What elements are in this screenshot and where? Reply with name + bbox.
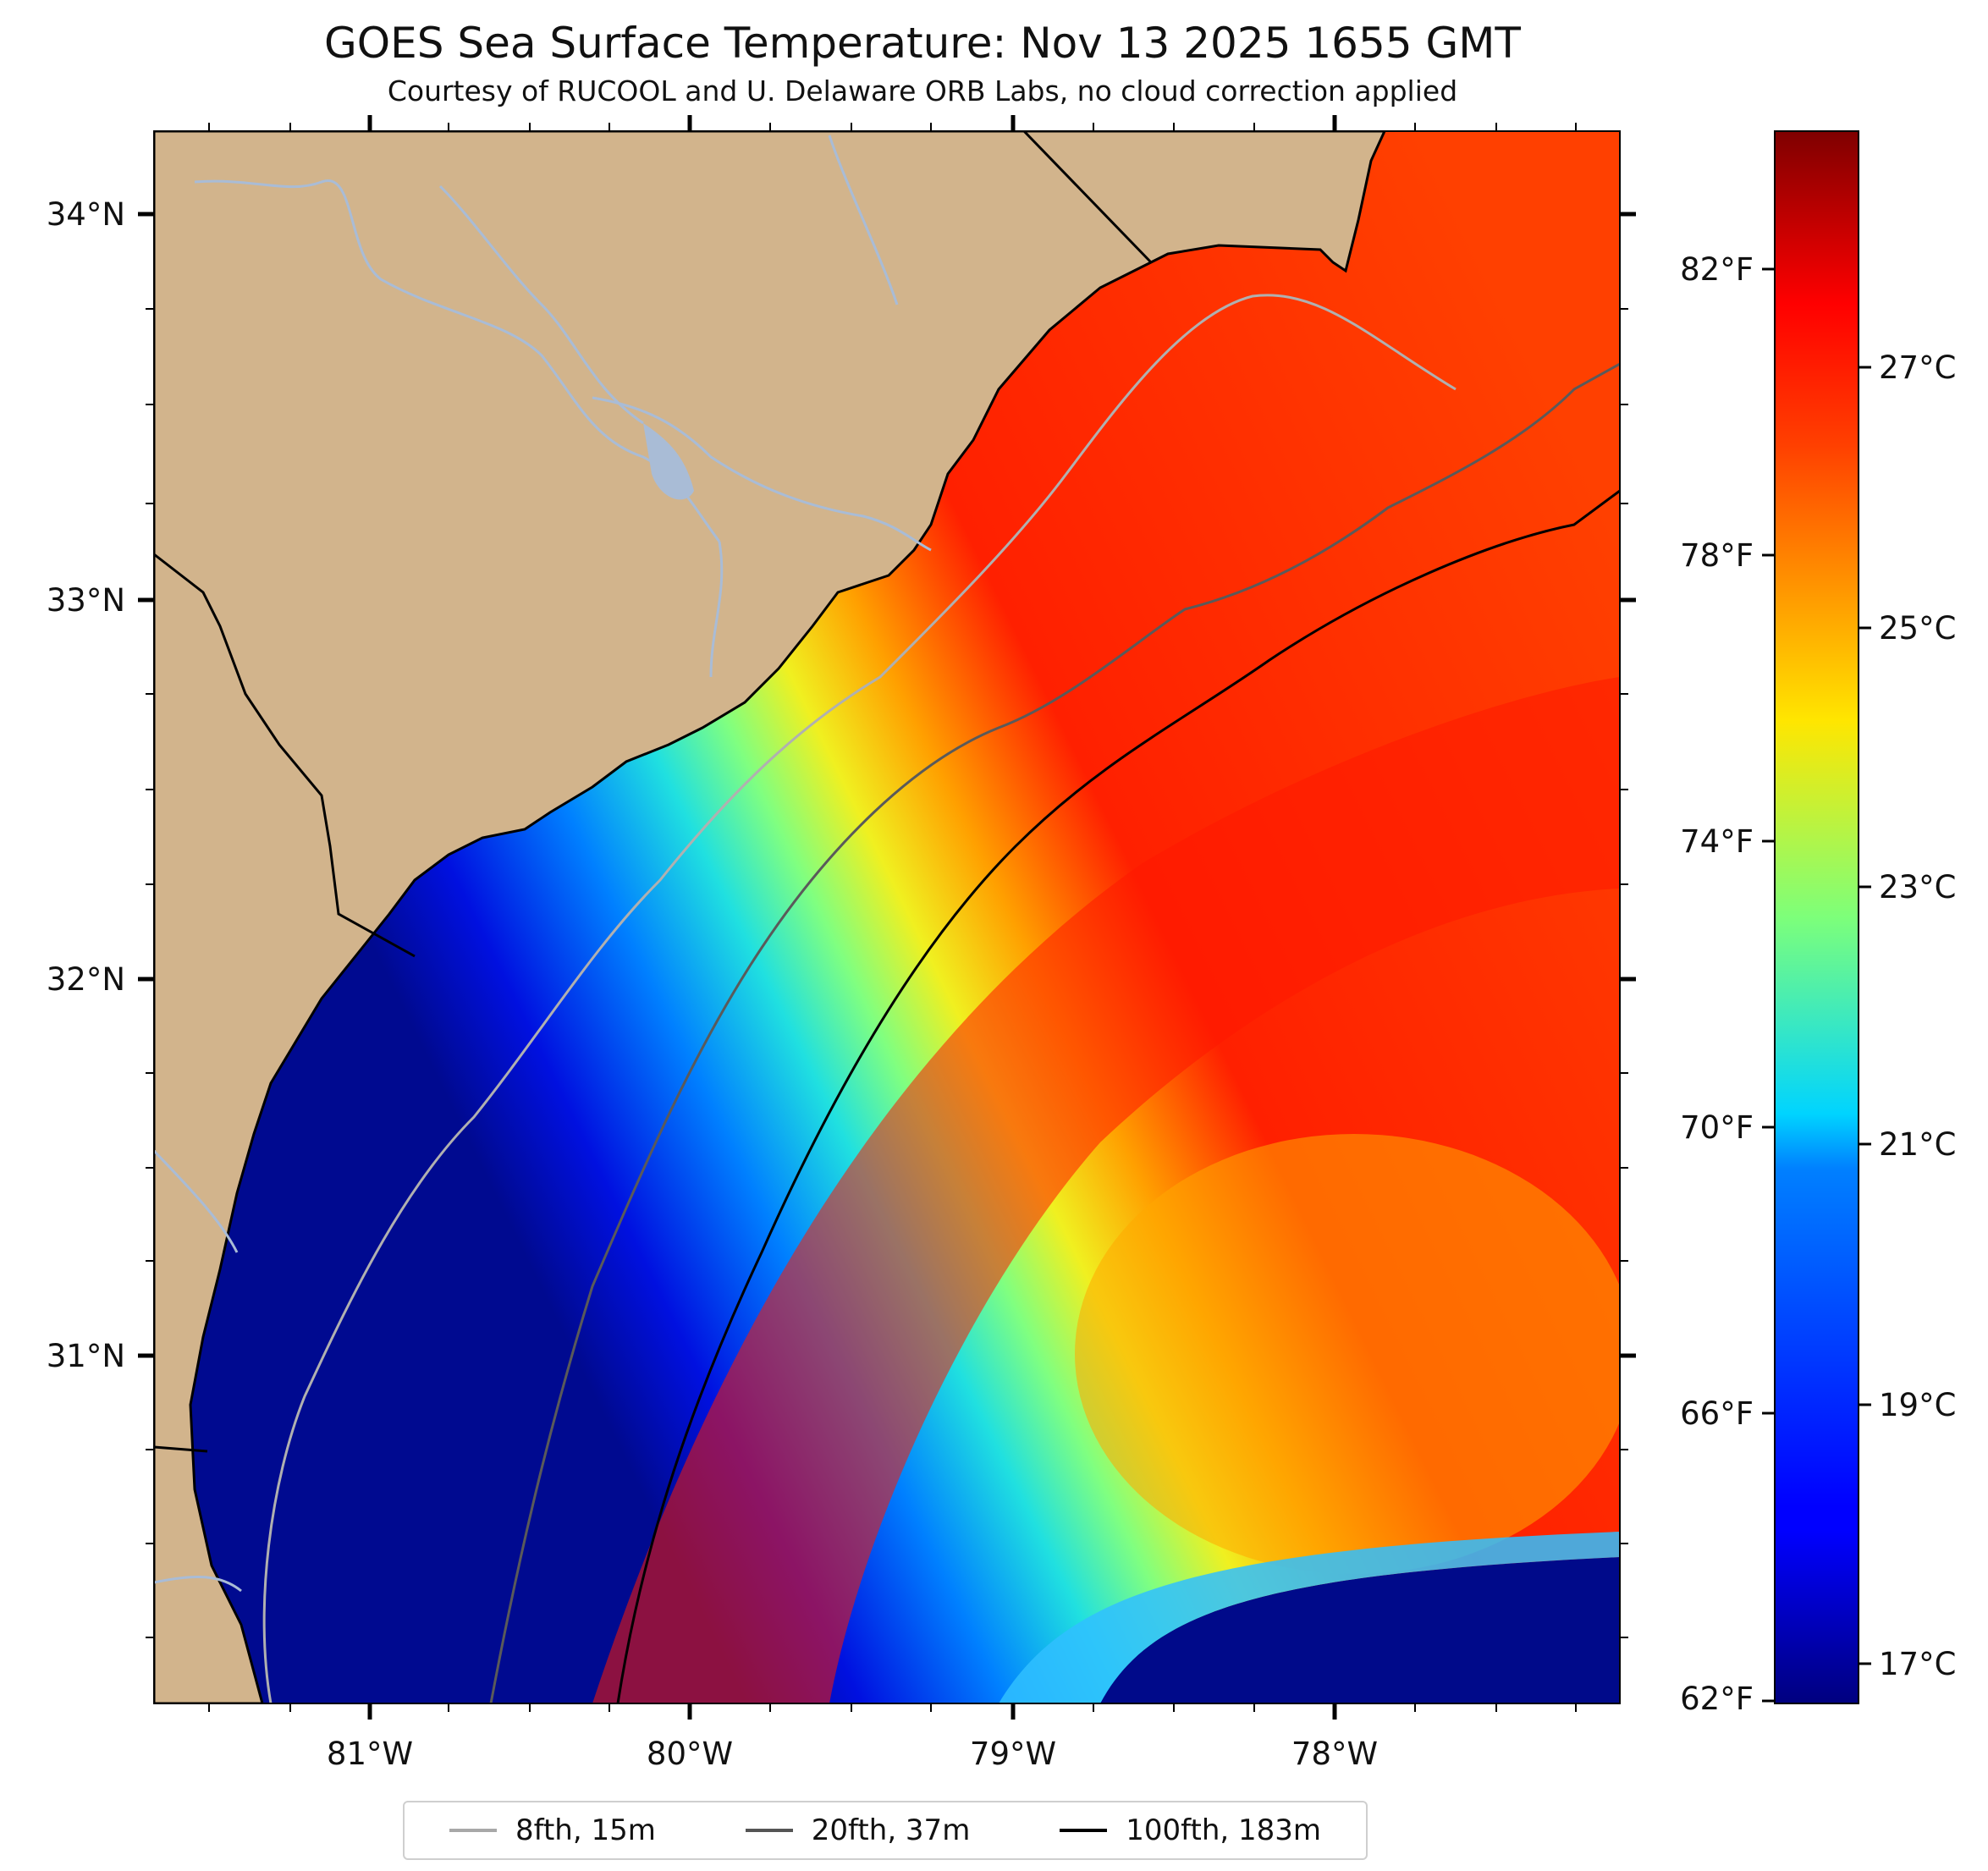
map-frame bbox=[153, 130, 1621, 1704]
legend-label: 20fth, 37m bbox=[811, 1813, 971, 1847]
colorbar-f-label: 66°F bbox=[1680, 1395, 1754, 1432]
warm-eddy bbox=[1075, 1134, 1620, 1574]
legend-line-icon bbox=[1060, 1829, 1108, 1832]
isobath-8fth bbox=[262, 294, 1457, 1703]
lat-label: 33°N bbox=[47, 582, 125, 619]
lat-label: 34°N bbox=[47, 196, 125, 233]
lon-label: 80°W bbox=[647, 1736, 733, 1772]
colorbar-c-label: 19°C bbox=[1879, 1387, 1956, 1423]
isobath-legend: 8fth, 15m 20fth, 37m 100fth, 183m bbox=[403, 1801, 1368, 1860]
rivers bbox=[154, 135, 932, 1593]
cloud-mask bbox=[1100, 1557, 1620, 1703]
legend-label: 100fth, 183m bbox=[1126, 1813, 1322, 1847]
legend-item-100fth: 100fth, 183m bbox=[1060, 1813, 1321, 1847]
colorbar-ticks bbox=[1762, 267, 1871, 1703]
colorbar-f-label: 74°F bbox=[1680, 823, 1754, 860]
lon-label: 81°W bbox=[327, 1736, 413, 1772]
colorbar-c-label: 27°C bbox=[1879, 349, 1956, 386]
colorbar-f-label: 70°F bbox=[1680, 1109, 1754, 1146]
lake bbox=[643, 423, 694, 500]
legend-item-8fth: 8fth, 15m bbox=[449, 1813, 656, 1847]
lon-label: 78°W bbox=[1291, 1736, 1378, 1772]
isobath-100fth bbox=[616, 489, 1620, 1703]
isobath-20fth bbox=[489, 362, 1620, 1703]
colorbar bbox=[1774, 130, 1859, 1704]
chart-title: GOES Sea Surface Temperature: Nov 13 202… bbox=[324, 19, 1521, 68]
cloud-edge bbox=[999, 1532, 1620, 1703]
colorbar-f-label: 78°F bbox=[1680, 537, 1754, 574]
chart-subtitle: Courtesy of RUCOOL and U. Delaware ORB L… bbox=[387, 74, 1458, 107]
lon-label: 79°W bbox=[970, 1736, 1056, 1772]
legend-line-icon bbox=[449, 1829, 497, 1832]
colorbar-c-label: 23°C bbox=[1879, 869, 1956, 905]
colorbar-f-label: 62°F bbox=[1680, 1681, 1754, 1717]
legend-item-20fth: 20fth, 37m bbox=[745, 1813, 971, 1847]
legend-label: 8fth, 15m bbox=[515, 1813, 656, 1847]
legend-line-icon bbox=[745, 1829, 793, 1832]
lat-label: 32°N bbox=[47, 961, 125, 998]
state-borders bbox=[154, 131, 1153, 1453]
gulf-stream-core bbox=[592, 677, 1620, 1703]
colorbar-c-label: 21°C bbox=[1879, 1126, 1956, 1163]
map-ticks bbox=[138, 115, 1636, 1720]
colorbar-f-label: 82°F bbox=[1680, 251, 1754, 288]
colorbar-c-label: 17°C bbox=[1879, 1646, 1956, 1682]
lat-label: 31°N bbox=[47, 1338, 125, 1374]
land-mass bbox=[154, 131, 1386, 1703]
colorbar-c-label: 25°C bbox=[1879, 610, 1956, 647]
